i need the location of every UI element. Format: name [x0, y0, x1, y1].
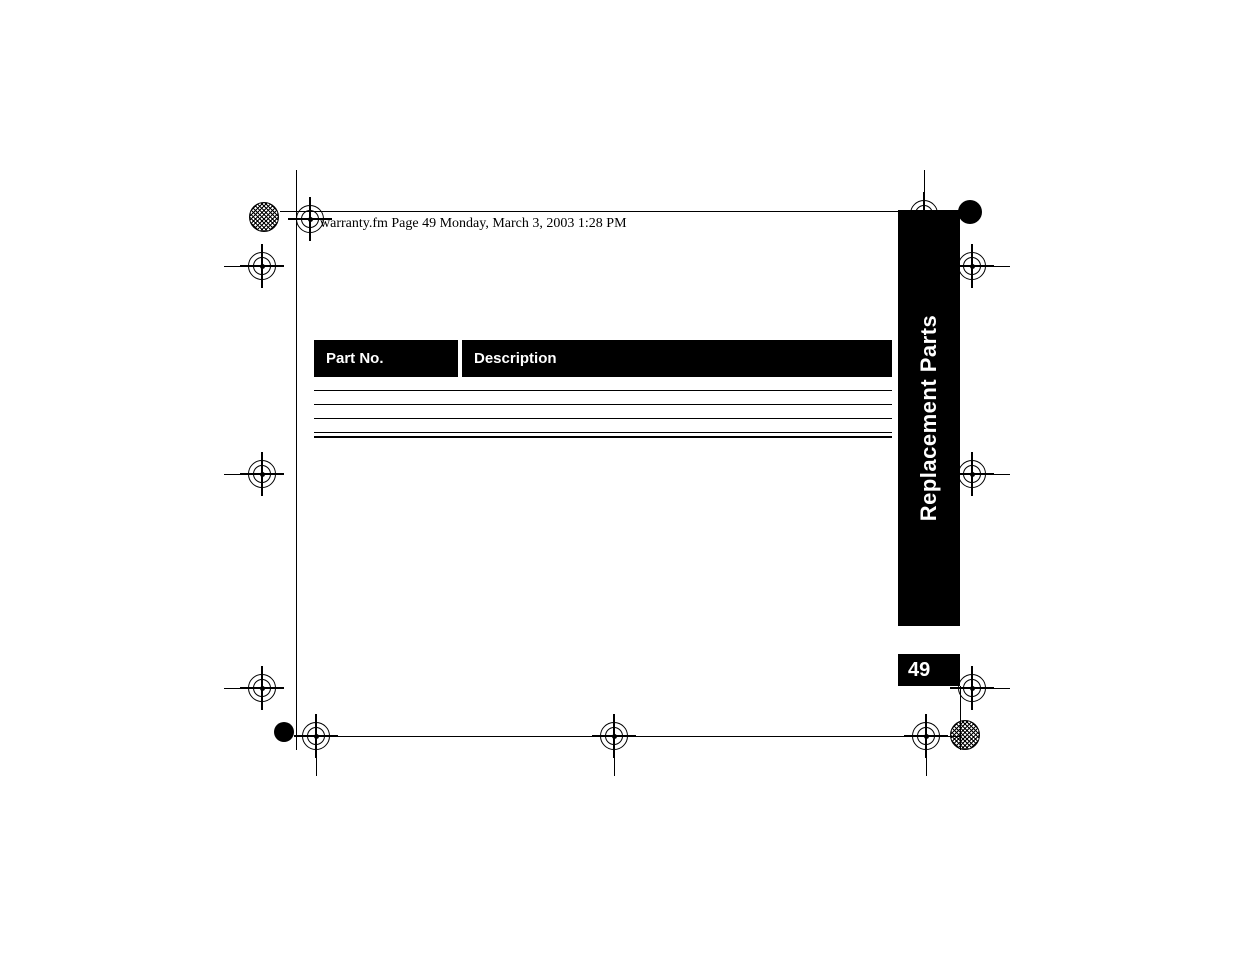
- registration-target-top-left: [296, 205, 324, 233]
- tick-left-1: [224, 266, 248, 267]
- registration-target-right-2: [958, 460, 986, 488]
- header-filename: warranty.fm Page 49 Monday, March 3, 200…: [320, 216, 627, 232]
- registration-target-bottom-right: [912, 722, 940, 750]
- page-number: 49: [898, 654, 960, 686]
- cell-partno: [314, 391, 460, 405]
- table-row: [314, 419, 892, 433]
- tick-bottom-right-v: [926, 750, 927, 776]
- tick-left-2: [224, 474, 248, 475]
- cell-desc: [460, 405, 892, 419]
- registration-target-right-1: [958, 252, 986, 280]
- cell-desc: [460, 391, 892, 405]
- cell-desc: [460, 419, 892, 433]
- registration-hatch-bottom-right: [950, 720, 980, 750]
- parts-table-region: Part No. Description: [314, 340, 892, 438]
- parts-table: Part No. Description: [314, 340, 892, 433]
- table-row: [314, 405, 892, 419]
- table-header-col-2: Description: [460, 340, 892, 377]
- tick-right-1: [986, 266, 1010, 267]
- frame-top-rule: [280, 211, 960, 212]
- cell-desc: [460, 377, 892, 391]
- tick-top-right-v: [924, 170, 925, 200]
- table-header-col-1: Part No.: [314, 340, 460, 377]
- table-end-rule: [314, 432, 892, 438]
- tick-right-3: [986, 688, 1010, 689]
- registration-target-left-2: [248, 460, 276, 488]
- tick-left-3: [224, 688, 248, 689]
- registration-target-right-3: [958, 674, 986, 702]
- cell-partno: [314, 419, 460, 433]
- frame-bottom-rule: [300, 736, 960, 737]
- table-row: [314, 391, 892, 405]
- frame-left-rule: [296, 170, 297, 750]
- table-header-row: Part No. Description: [314, 340, 892, 377]
- registration-target-left-1: [248, 252, 276, 280]
- cell-partno: [314, 405, 460, 419]
- registration-dot-bottom-left: [274, 722, 294, 742]
- page-scan: warranty.fm Page 49 Monday, March 3, 200…: [0, 0, 1235, 954]
- cell-partno: [314, 377, 460, 391]
- tick-bottom-left-v: [316, 750, 317, 776]
- tick-bottom-center-v: [614, 750, 615, 776]
- section-tab-label: Replacement Parts: [916, 315, 942, 522]
- registration-dot-top-right: [958, 200, 982, 224]
- section-tab: Replacement Parts: [898, 210, 960, 626]
- tick-right-2: [986, 474, 1010, 475]
- registration-target-left-3: [248, 674, 276, 702]
- registration-hatch-top-left: [249, 202, 279, 232]
- table-row: [314, 377, 892, 391]
- frame-right-rule: [960, 686, 961, 750]
